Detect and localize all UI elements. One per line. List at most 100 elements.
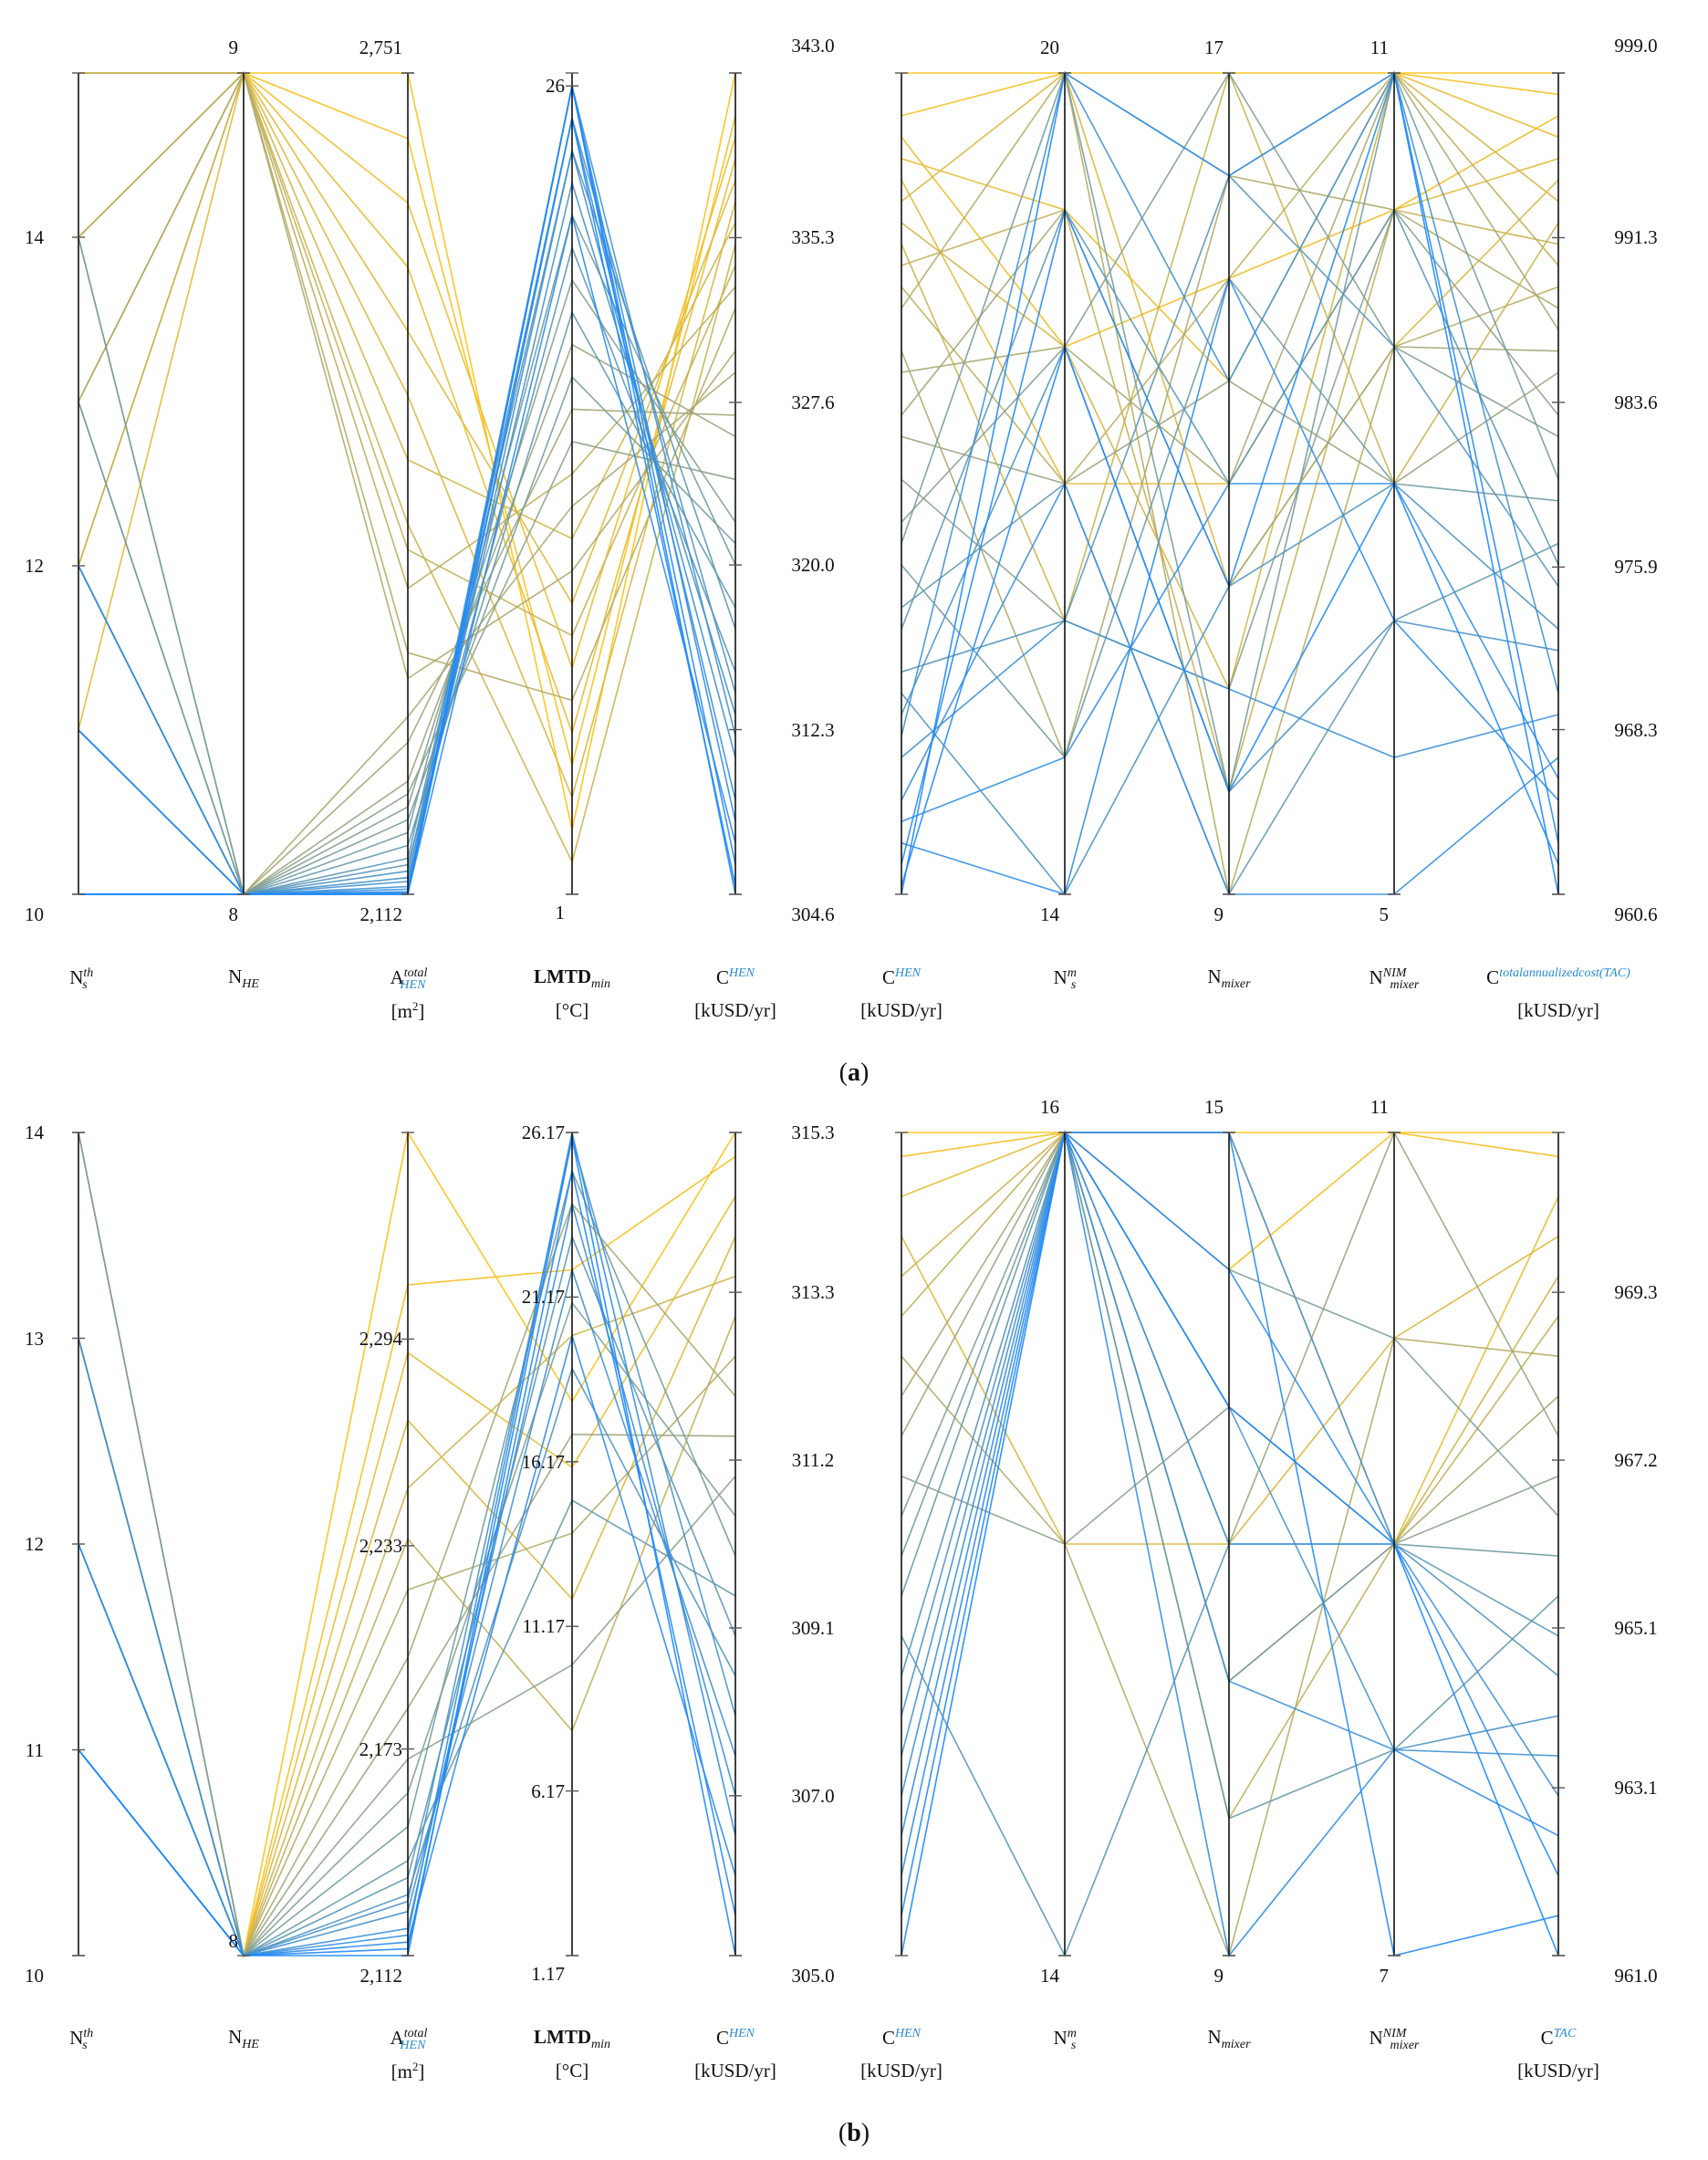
solution-line-left [78,1132,736,1958]
tick-label: 11 [1370,37,1389,58]
tick-label: 15 [1204,1096,1224,1118]
axis-name-2: AtotalHEN [390,2027,428,2053]
axis-name-base: A [390,2027,404,2049]
axis-name-base: N [228,2026,243,2048]
tick-label: 999.0 [1614,35,1658,57]
axis-unit-2: [m2] [391,2060,425,2082]
tick-label: 11 [1370,1096,1389,1118]
axis-name-sup: th [83,966,94,980]
solution-line-right [901,1337,1559,1958]
axis-name-sub: mixer [1390,2039,1420,2053]
axis-name-base: C [881,966,896,988]
axis-name-sub: mixer [1221,2038,1251,2052]
axis-name-sub: HEN [400,2039,426,2053]
axis-name-9: CTAC [1541,2028,1577,2048]
tick-label: 969.3 [1614,1281,1658,1304]
tick-label: 10 [25,1965,44,1987]
tick-label: 9 [1213,1965,1224,1987]
axis-name-base: C [1540,2027,1554,2049]
axis-name-sub: mixer [1221,977,1251,992]
solution-line-right [901,69,1559,865]
axis-name-7: Nmixer [1207,2028,1250,2051]
axis-name-base: N [1053,966,1068,988]
axis-name-base: N [69,2027,84,2049]
solution-line-right [901,344,1559,793]
axis-name-sub: HE [242,977,259,992]
axis-name-sub: HEN [400,978,426,993]
axis-name-base: C [715,2027,730,2049]
tick-label: 11 [25,1738,44,1761]
axis-name-base: C [881,2027,896,2049]
axis-name-sub: s [82,2039,88,2053]
solution-line-left [78,1202,736,1958]
axis-unit-5: [kUSD/yr] [860,2060,943,2082]
tick-label: 20 [1040,37,1059,58]
tick-label: 963.1 [1614,1777,1658,1800]
axis-name-base: N [228,965,243,987]
solution-line-left [78,72,736,766]
axis-name-base: N [69,966,84,988]
solution-line-left [78,71,736,736]
axis-name-sup: th [83,2027,94,2040]
tick-label: 16.17 [521,1450,565,1473]
solution-line-right [901,1236,1559,1545]
tick-label: 14 [25,226,44,248]
tick-label: 11.17 [522,1615,565,1638]
axis-name-sup: TAC [1553,2027,1577,2040]
tick-label: 13 [25,1327,44,1350]
tick-label: 312.3 [791,718,835,741]
solution-line-right [901,1132,1559,1546]
axis-name-sup: HEN [895,2027,922,2040]
tick-label: 2,751 [359,37,402,58]
axis-name-base: C [1486,966,1500,988]
axis-name-base: LMTD [534,965,591,987]
axis-name-sub: s [1070,2039,1077,2053]
axis-name-sup: totalannualizedcost(TAC) [1499,966,1630,980]
axis-name-base: N [1207,2026,1222,2048]
solution-line-left [78,1267,736,1957]
solution-line-right [901,483,1559,823]
solution-line-right [901,1131,1559,1547]
axis-name-5: CHEN [882,2028,921,2048]
tick-label: 8 [228,1930,239,1952]
axis-name-base: N [1369,966,1383,988]
axis-name-base: LMTD [534,2026,591,2048]
tick-label: 2,233 [359,1534,402,1557]
tick-label: 315.3 [791,1122,835,1143]
axis-name-base: A [390,966,404,988]
tick-label: 14 [1040,903,1059,925]
solution-line-left [78,1204,736,1957]
tick-label: 991.3 [1614,226,1658,249]
solution-lines [78,1130,1559,1958]
axis-name-9: Ctotalannualizedcost(TAC) [1486,967,1630,987]
axis-name-3: LMTDmin [534,2028,610,2051]
tick-label: 26.17 [521,1122,565,1143]
axis-name-sup: total [403,2027,428,2040]
axis-name-sup: m [1067,2027,1077,2040]
tick-label: 2,294 [359,1328,402,1351]
solution-line-right [901,1132,1559,1271]
axis-unit-5: [kUSD/yr] [860,999,943,1021]
tick-label: 5 [1379,903,1390,925]
axis-unit-9: [kUSD/yr] [1517,2060,1599,2082]
solution-line-left [78,1234,736,1957]
axis-unit-4: [kUSD/yr] [694,999,776,1021]
tick-label: 311.2 [791,1449,835,1472]
solution-line-right [901,1130,1559,1797]
tick-label: 304.6 [791,903,835,925]
axis-name-base: N [1207,965,1222,987]
solution-line-right [901,344,1559,886]
figure-caption: (a) [838,1059,870,1087]
axis-name-4: CHEN [716,2028,755,2048]
solution-line-left [78,1332,736,1957]
axis-name-sup: NIM [1382,2027,1407,2040]
axis-name-sub: min [591,2038,610,2052]
solution-line-left [78,71,736,671]
axis-name-sup: HEN [729,966,755,980]
tick-label: 2,112 [359,903,402,925]
solution-line-left [78,213,736,896]
axis-name-8: NNIMmixer [1370,2028,1420,2052]
tick-label: 960.6 [1614,903,1658,925]
